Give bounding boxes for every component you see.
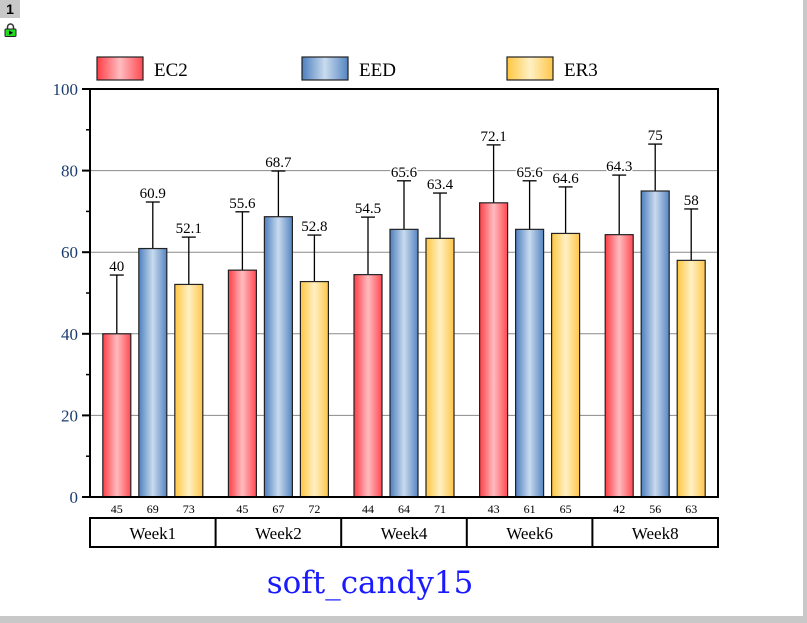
category-label: Week2	[255, 524, 302, 543]
chart-title: soft_candy15	[266, 565, 474, 601]
count-label: 61	[524, 502, 536, 516]
y-tick-label: 60	[61, 243, 78, 262]
legend-swatch-eed	[301, 56, 349, 81]
data-label: 64.3	[606, 159, 632, 175]
bar-eed	[389, 228, 419, 498]
y-tick-label: 0	[70, 488, 79, 507]
data-label: 54.5	[355, 201, 381, 217]
category-table	[89, 517, 719, 548]
bar-eed	[640, 190, 670, 498]
count-label: 56	[649, 502, 661, 516]
data-label: 52.8	[301, 219, 327, 235]
bar-er3	[425, 237, 455, 498]
bar-eed	[138, 247, 168, 498]
bar-eed	[514, 228, 545, 498]
window-border-right	[803, 0, 807, 623]
plot-frame	[89, 88, 719, 498]
data-label: 64.6	[552, 171, 579, 187]
data-label: 40	[109, 259, 124, 275]
legend-swatch-ec2	[96, 56, 144, 81]
count-label: 65	[560, 502, 572, 516]
count-label: 67	[272, 502, 284, 516]
y-tick-label: 100	[53, 80, 79, 99]
category-label: Week8	[632, 524, 679, 543]
count-label: 45	[236, 502, 248, 516]
bar-ec2	[604, 234, 634, 498]
bar-er3	[299, 280, 329, 498]
window-border-bottom	[0, 616, 807, 623]
data-label: 68.7	[265, 155, 292, 171]
legend-label: ER3	[564, 60, 598, 81]
bar-ec2	[227, 269, 257, 498]
bar-ec2	[102, 333, 132, 498]
data-label: 60.9	[140, 186, 166, 202]
category-label: Week1	[129, 524, 176, 543]
bar-er3	[174, 283, 204, 498]
y-tick-label: 20	[61, 406, 78, 425]
count-label: 63	[685, 502, 697, 516]
count-label: 44	[362, 502, 374, 516]
count-label: 64	[398, 502, 410, 516]
legend-label: EED	[359, 60, 396, 81]
bar-er3	[550, 232, 581, 498]
count-label: 71	[434, 502, 446, 516]
data-label: 52.1	[176, 221, 202, 237]
page-number: 1	[0, 0, 20, 18]
bar-eed	[263, 216, 293, 498]
count-label: 72	[308, 502, 320, 516]
data-label: 63.4	[427, 177, 454, 193]
count-label: 42	[613, 502, 625, 516]
data-label: 65.6	[391, 165, 418, 181]
bar-ec2	[479, 202, 509, 498]
count-label: 45	[111, 502, 123, 516]
data-label: 55.6	[229, 196, 256, 212]
count-label: 73	[183, 502, 195, 516]
y-tick-label: 80	[61, 162, 78, 181]
data-label: 58	[684, 193, 699, 209]
category-label: Week4	[381, 524, 428, 543]
bar-er3	[676, 259, 706, 498]
legend-label: EC2	[154, 60, 188, 81]
y-tick-label: 40	[61, 325, 78, 344]
data-label: 72.1	[480, 129, 506, 145]
lock-icon[interactable]	[4, 23, 17, 37]
legend-swatch-er3	[506, 56, 554, 81]
data-label: 75	[648, 128, 663, 144]
count-label: 43	[488, 502, 500, 516]
data-label: 65.6	[516, 165, 543, 181]
category-label: Week6	[506, 524, 553, 543]
bar-ec2	[353, 274, 383, 498]
count-label: 69	[147, 502, 159, 516]
